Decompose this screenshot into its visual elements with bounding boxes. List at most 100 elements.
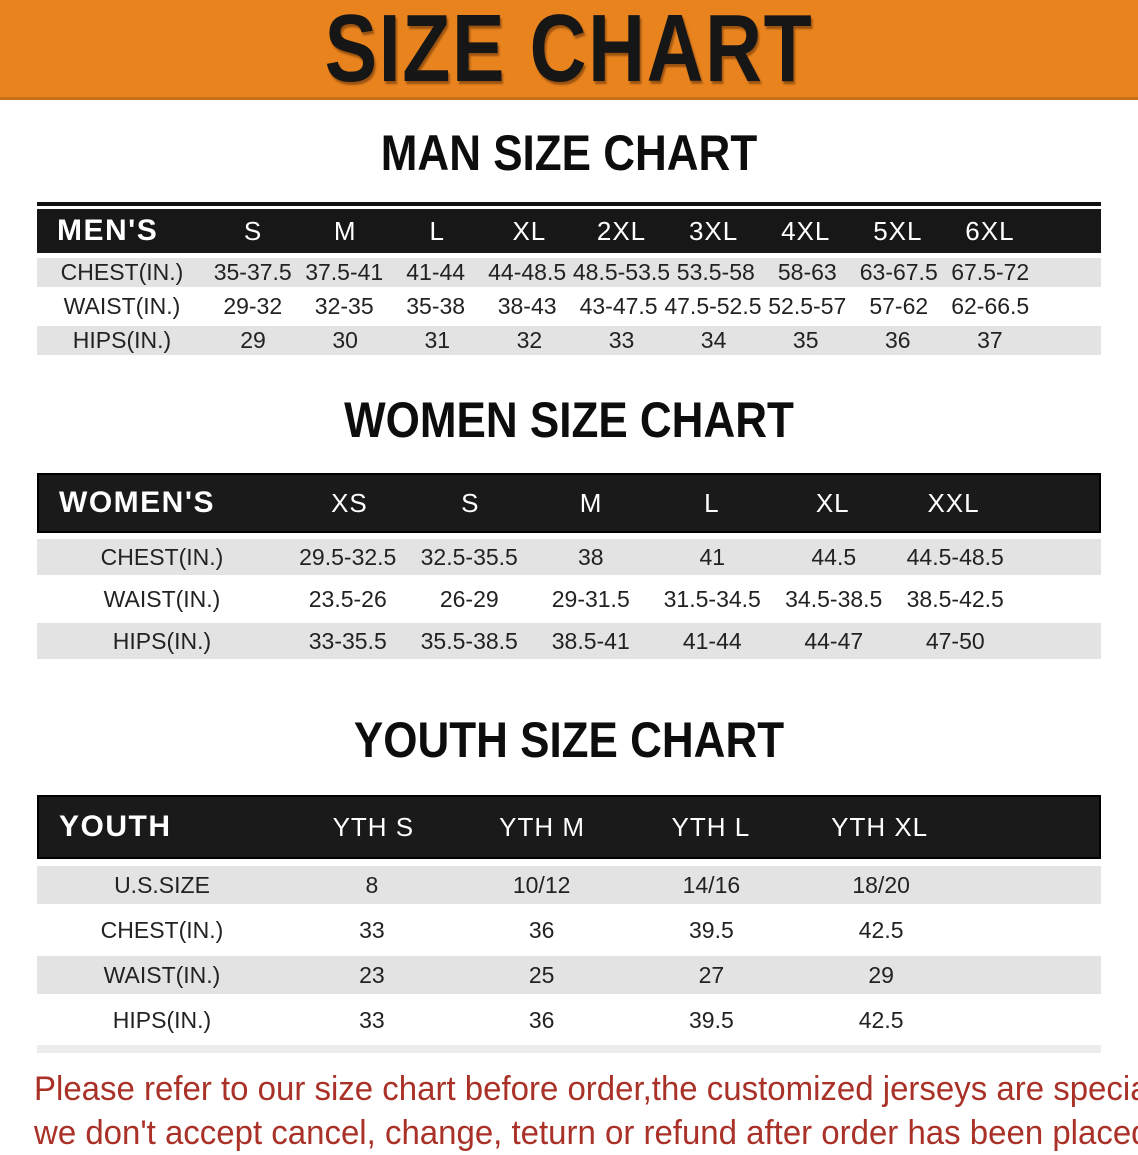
cell-value: 23: [359, 961, 385, 988]
size-column-header: 2XL: [596, 215, 647, 246]
row-label: U.S.SIZE: [114, 871, 210, 898]
cell-value: 63-67.5: [859, 259, 938, 285]
women-size-table: WOMEN'S XS S M L XL XXL CHEST(IN.) 29.5-32.5 32.5…: [37, 473, 1101, 659]
row-label: CHEST(IN.): [100, 543, 224, 570]
size-column-header: M: [333, 215, 357, 246]
disclaimer-line-2: we don't accept cancel, change, teturn o…: [34, 1114, 1138, 1152]
size-column-header: S: [461, 487, 480, 518]
cell-value: 33: [359, 916, 385, 943]
size-column-header: YTH M: [499, 811, 586, 842]
cell-value: 52.5-57: [768, 293, 847, 319]
cell-value: 14/16: [682, 871, 741, 898]
disclaimer-line-1: Please refer to our size chart before or…: [34, 1070, 1138, 1108]
table-row: CHEST(IN.) 29.5-32.5 32.5-35.5 38 41 44.5 44.5…: [37, 539, 1101, 575]
cell-value: 36: [528, 1006, 555, 1033]
cell-value: 35-37.5: [213, 259, 292, 285]
cell-value: 43-47.5: [579, 293, 658, 319]
size-column-header: XXL: [927, 487, 980, 518]
cell-value: 33-35.5: [308, 627, 387, 654]
cell-value: 35: [792, 327, 819, 353]
size-column-header: 5XL: [873, 215, 923, 246]
row-label: CHEST(IN.): [100, 916, 224, 943]
size-column-header: YTH S: [332, 811, 415, 842]
cell-value: 31: [424, 327, 451, 353]
cell-value: 38-43: [497, 293, 557, 319]
cell-value: 39.5: [688, 916, 734, 943]
cell-value: 42.5: [858, 916, 904, 943]
table-row: CHEST(IN.) 33 36 39.5 42.5: [37, 911, 1101, 949]
cell-value: 57-62: [869, 293, 929, 319]
cell-value: 41-44: [682, 627, 742, 654]
cell-value: 23.5-26: [308, 585, 387, 612]
cell-value: 47.5-52.5: [664, 293, 762, 319]
youth-section-heading: YOUTH SIZE CHART: [353, 712, 785, 768]
cell-value: 38.5-42.5: [906, 585, 1004, 612]
size-column-header: S: [243, 215, 263, 246]
cell-value: 44.5: [811, 543, 857, 570]
table-row: WAIST(IN.) 23 25 27 29: [37, 956, 1101, 994]
cell-value: 18/20: [852, 871, 910, 898]
cell-value: 34: [700, 327, 727, 353]
cell-value: 48.5-53.5: [572, 259, 671, 285]
table-header-row: WOMEN'S XS S M L XL XXL: [37, 473, 1101, 533]
table-row: HIPS(IN.) 29 30 31 32 33 34 35 36 37: [37, 326, 1101, 355]
size-column-header: YTH L: [671, 811, 751, 842]
size-column-header: 4XL: [781, 215, 831, 246]
cell-value: 42.5: [858, 1006, 904, 1033]
cell-value: 30: [332, 327, 358, 353]
size-column-header: L: [429, 215, 445, 246]
cell-value: 31.5-34.5: [663, 585, 761, 612]
cell-value: 53.5-58: [676, 259, 755, 285]
cell-value: 8: [365, 871, 379, 898]
table-row: HIPS(IN.) 33-35.5 35.5-38.5 38.5-41 41-44 44-…: [37, 623, 1101, 659]
cell-value: 34.5-38.5: [785, 585, 883, 612]
cell-value: 29-31.5: [551, 585, 630, 612]
row-label: HIPS(IN.): [112, 627, 212, 654]
disclaimer-note: Please refer to our size chart before or…: [0, 1067, 1138, 1155]
women-size-section: WOMEN SIZE CHART WOMEN'S XS S M L XL XXL CHEST(…: [0, 395, 1138, 659]
cell-value: 44-48.5: [488, 259, 567, 285]
cell-value: 25: [528, 961, 555, 988]
cell-value: 26-29: [439, 585, 499, 612]
youth-size-section: YOUTH SIZE CHART YOUTH YTH S YTH M YTH L YTH…: [0, 715, 1138, 1053]
men-size-table: MEN'S S M L XL 2XL 3XL 4XL 5XL 6XL CHEST(IN.) 35-37…: [37, 202, 1101, 355]
cell-value: 29-32: [223, 293, 283, 319]
cell-value: 44.5-48.5: [906, 543, 1004, 570]
size-column-header: 3XL: [688, 215, 739, 246]
table-header-label: MEN'S: [57, 214, 159, 247]
size-column-header: XL: [815, 487, 850, 518]
cell-value: 37.5-41: [305, 259, 384, 285]
table-row: U.S.SIZE 8 10/12 14/16 18/20: [37, 866, 1101, 904]
cell-value: 41: [699, 543, 726, 570]
cell-value: 39.5: [688, 1006, 734, 1033]
cell-value: 29: [240, 327, 266, 353]
table-row: HIPS(IN.) 33 36 39.5 42.5: [37, 1001, 1101, 1039]
size-column-header: 6XL: [965, 215, 1015, 246]
row-label: CHEST(IN.): [60, 259, 184, 285]
cell-value: 33: [608, 327, 635, 353]
cell-value: 41-44: [406, 259, 466, 285]
banner-title: SIZE CHART: [324, 0, 814, 102]
cell-value: 58-63: [777, 259, 837, 285]
cell-value: 62-66.5: [951, 293, 1030, 319]
cell-value: 27: [698, 961, 725, 988]
cell-value: 38.5-41: [551, 627, 630, 654]
cell-value: 36: [528, 916, 555, 943]
banner: SIZE CHART: [0, 0, 1138, 100]
cell-value: 29: [868, 961, 894, 988]
row-label: HIPS(IN.): [112, 1006, 212, 1033]
youth-size-table: YOUTH YTH S YTH M YTH L YTH XL U.S.SIZE 8 10/12…: [37, 795, 1101, 1053]
row-label: WAIST(IN.): [103, 585, 221, 612]
table-row: WAIST(IN.) 29-32 32-35 35-38 38-43 43-47.5 47.…: [37, 292, 1101, 321]
size-column-header: L: [704, 487, 720, 518]
table-header-row: MEN'S S M L XL 2XL 3XL 4XL 5XL 6XL: [37, 209, 1101, 253]
men-size-section: MAN SIZE CHART MEN'S S M L XL 2XL 3XL 4XL 5XL 6XL…: [0, 128, 1138, 355]
table-row: WAIST(IN.) 23.5-26 26-29 29-31.5 31.5-34.5 34…: [37, 581, 1101, 617]
cell-value: 47-50: [925, 627, 985, 654]
row-label: WAIST(IN.): [63, 293, 181, 319]
cell-value: 67.5-72: [951, 259, 1030, 285]
cell-value: 35-38: [406, 293, 466, 319]
cell-value: 32: [516, 327, 543, 353]
size-column-header: YTH XL: [831, 811, 929, 842]
